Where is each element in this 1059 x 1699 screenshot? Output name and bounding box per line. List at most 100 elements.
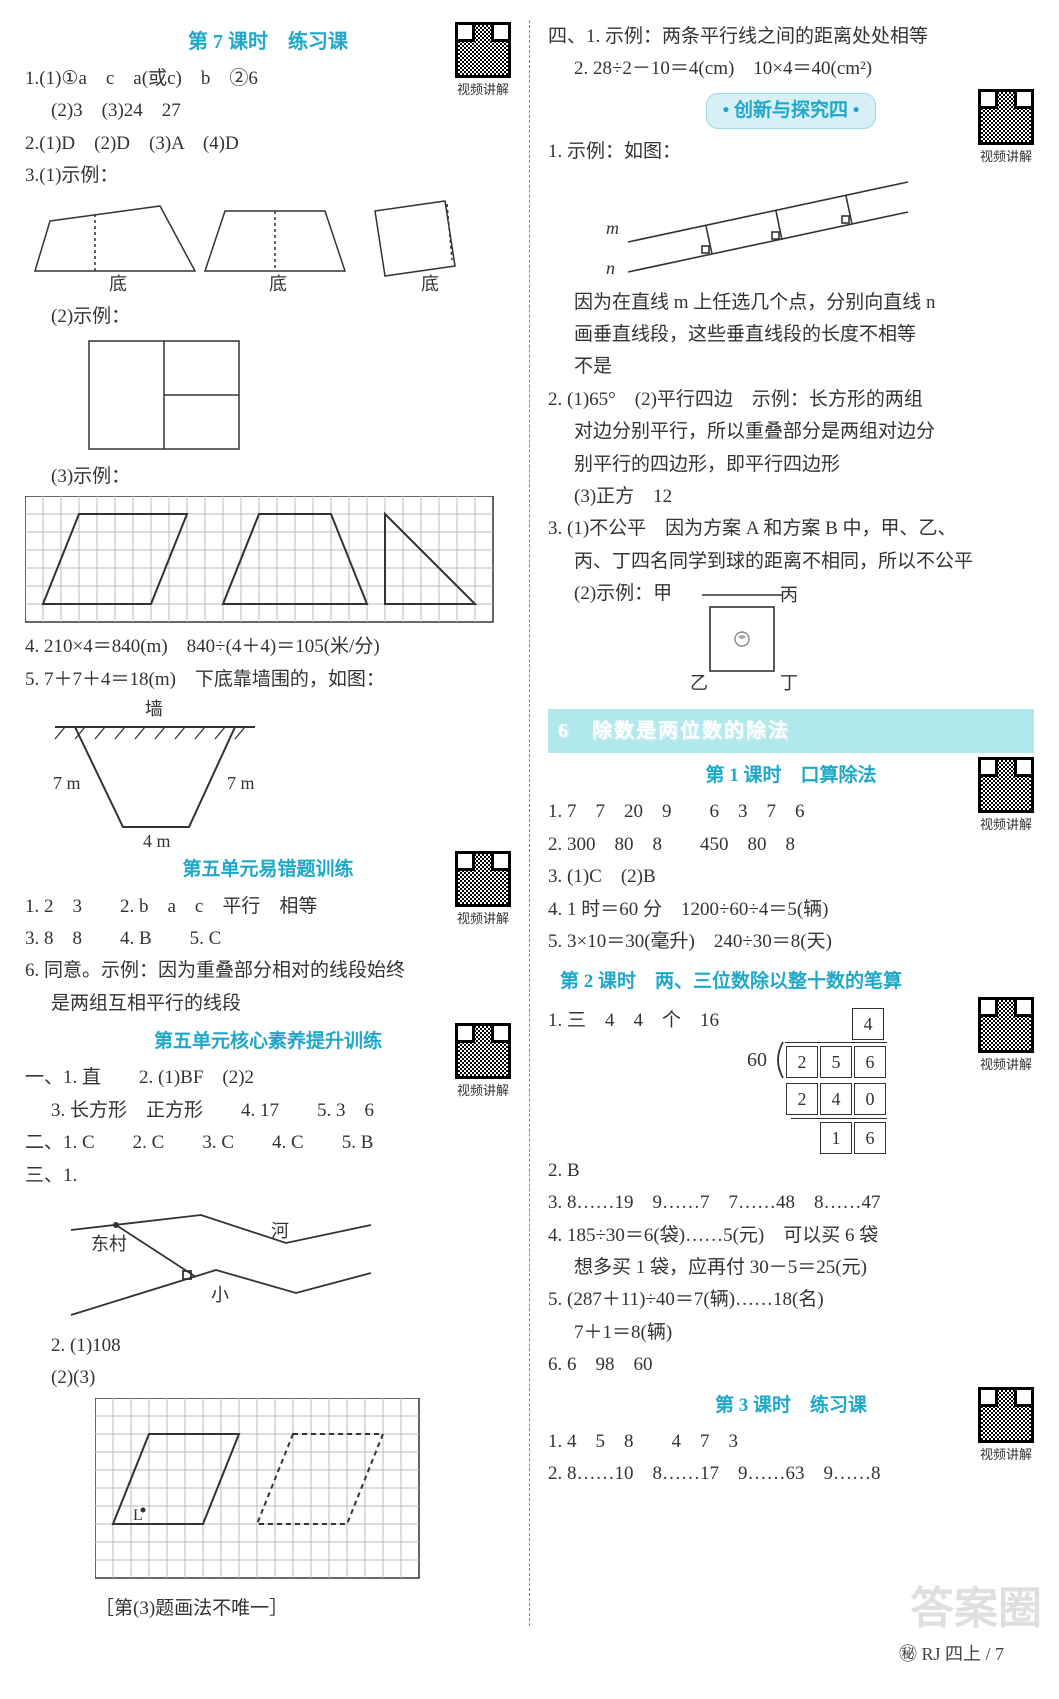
text-line: 是两组互相平行的线段: [25, 989, 511, 1019]
svg-text:7 m: 7 m: [53, 773, 81, 793]
qr-label: 视频讲解: [457, 80, 509, 101]
svg-text:底: 底: [269, 274, 287, 294]
text-line: (2)(3): [25, 1363, 511, 1393]
text-line: 5. 7＋7＋4＝18(m) 下底靠墙围的，如图：: [25, 665, 511, 695]
qr-icon: [978, 757, 1034, 813]
text-line: 一、1. 直 2. (1)BF (2)2: [25, 1063, 511, 1093]
text-line: 6. 6 98 60: [548, 1350, 1034, 1380]
parallel-lines-diagram: m n: [588, 172, 938, 282]
text-line: 2. (1)108: [25, 1331, 511, 1361]
text-line: 不是: [548, 352, 1034, 382]
text-line: (3)正方 12: [548, 482, 1034, 512]
grid-shapes-diagram: [25, 496, 495, 626]
unit5-errors-title: 第五单元易错题训练: [25, 855, 511, 885]
text-line: ［第(3)题画法不唯一］: [95, 1594, 511, 1624]
qr-icon: [978, 997, 1034, 1053]
qr-label: 视频讲解: [457, 1081, 509, 1102]
right-column: 四、1. 示例：两条平行线之间的距离处处相等 2. 28÷2－10＝4(cm) …: [530, 20, 1034, 1626]
section1-header: 第 7 课时 练习课 视频讲解: [25, 26, 511, 58]
qr-label: 视频讲解: [980, 815, 1032, 836]
text-line: 对边分别平行，所以重叠部分是两组对边分: [548, 417, 1034, 447]
text-line: 1. 2 3 2. b a c 平行 相等: [25, 892, 511, 922]
text-line: 3. (1)C (2)B: [548, 862, 1034, 892]
svg-text:n: n: [606, 258, 615, 278]
text-line: 1. 三 4 4 个 16: [548, 1006, 719, 1036]
village-river-diagram: 东村 河 小: [61, 1195, 381, 1325]
ldiv-s: 0: [854, 1083, 886, 1115]
text-line: 2. 8……10 8……17 9……63 9……8: [548, 1459, 1034, 1489]
text-line: (2)示例：甲: [548, 579, 672, 699]
text-line: 3. (1)不公平 因为方案 A 和方案 B 中，甲、乙、: [548, 514, 1034, 544]
qr-icon: [978, 89, 1034, 145]
qr-label: 视频讲解: [980, 1055, 1032, 1076]
text-line: 3. 8 8 4. B 5. C: [25, 924, 511, 954]
ldiv-s: 2: [786, 1083, 818, 1115]
lesson7-title: 第 7 课时 练习课: [25, 26, 511, 58]
ldiv-s: 4: [820, 1083, 852, 1115]
svg-text:河: 河: [271, 1221, 289, 1241]
ldiv-divisor: 60: [743, 1050, 771, 1070]
base-label: 底: [109, 274, 127, 294]
wall-trapezoid: 墙 7 m 7 m 4 m: [35, 699, 275, 849]
longdiv-row: 1. 三 4 4 个 16 4 60 2 5 6 2 4: [548, 1004, 1034, 1154]
text-line: (2)示例：: [25, 302, 511, 332]
ldiv-d: 2: [786, 1046, 818, 1078]
qr-block: 视频讲解: [978, 757, 1034, 836]
text-line: 3. 长方形 正方形 4. 17 5. 3 6: [25, 1096, 511, 1126]
grid-rhombi-diagram: L: [95, 1398, 425, 1588]
square-diagram-row: (2)示例：甲 丙 乙 丁: [548, 579, 1034, 699]
text-line: 因为在直线 m 上任选几个点，分别向直线 n: [548, 288, 1034, 318]
ldiv-d: 6: [854, 1046, 886, 1078]
text-line: 5. (287＋11)÷40＝7(辆)……18(名): [548, 1285, 1034, 1315]
text-line: 四、1. 示例：两条平行线之间的距离处处相等: [548, 22, 1034, 52]
lesson2-title: 第 2 课时 两、三位数除以整十数的笔算: [548, 967, 1034, 997]
text-line: (2)3 (3)24 27: [25, 96, 511, 126]
lesson1-header: 第 1 课时 口算除法 视频讲解: [548, 761, 1034, 791]
lesson3-title: 第 3 课时 练习课: [548, 1391, 1034, 1421]
text-line: 5. 3×10＝30(毫升) 240÷30＝8(天): [548, 927, 1034, 957]
shapes-diagram-1: 底 底 底: [25, 196, 465, 296]
innovation-title: 创新与探究四: [734, 100, 848, 121]
text-line: 6. 同意。示例：因为重叠部分相对的线段始终: [25, 956, 511, 986]
text-line: 想多买 1 袋，应再付 30－5＝25(元): [548, 1253, 1034, 1283]
innovation-pill: • 创新与探究四 •: [706, 93, 877, 129]
lesson1-title: 第 1 课时 口算除法: [548, 761, 1034, 791]
qr-block: 视频讲解: [455, 1023, 511, 1102]
text-line: 4. 1 时＝60 分 1200÷60÷4＝5(辆): [548, 895, 1034, 925]
text-line: 2.(1)D (2)D (3)A (4)D: [25, 129, 511, 159]
innovation-header: • 创新与探究四 • 视频讲解: [548, 93, 1034, 129]
svg-text:丙: 丙: [780, 585, 798, 605]
long-division: 4 60 2 5 6 2 4 0 1: [743, 1008, 887, 1154]
ldiv-r: 6: [854, 1122, 886, 1154]
qr-block: 视频讲解: [455, 22, 511, 101]
qr-block: 视频讲解: [978, 997, 1034, 1076]
text-line: 丙、丁四名同学到球的距离不相同，所以不公平: [548, 547, 1034, 577]
ball-square-diagram: 丙 乙 丁: [672, 583, 812, 693]
section2-header: 第五单元易错题训练 视频讲解: [25, 855, 511, 885]
lesson3-header: 第 3 课时 练习课 视频讲解: [548, 1391, 1034, 1421]
svg-text:小: 小: [211, 1285, 229, 1305]
text-line: 2. 28÷2－10＝4(cm) 10×4＝40(cm²): [548, 54, 1034, 84]
svg-text:东村: 东村: [91, 1234, 127, 1254]
section3-header: 第五单元核心素养提升训练 视频讲解: [25, 1027, 511, 1057]
ldiv-quot: 4: [852, 1008, 884, 1040]
qr-icon: [455, 851, 511, 907]
qr-block: 视频讲解: [978, 89, 1034, 168]
svg-text:4 m: 4 m: [143, 831, 171, 849]
text-line: 4. 210×4＝840(m) 840÷(4＋4)＝105(米/分): [25, 632, 511, 662]
text-line: 1. 示例：如图：: [548, 137, 1034, 167]
page-root: 第 7 课时 练习课 视频讲解 1.(1)①a c a(或c) b ②6 (2)…: [25, 20, 1034, 1626]
qr-label: 视频讲解: [980, 1445, 1032, 1466]
rect-split-diagram: [79, 336, 249, 456]
svg-text:m: m: [606, 218, 619, 238]
text-line: 3.(1)示例：: [25, 161, 511, 191]
text-line: (3)示例：: [25, 462, 511, 492]
svg-text:底: 底: [421, 274, 439, 294]
qr-icon: [455, 22, 511, 78]
left-column: 第 7 课时 练习课 视频讲解 1.(1)①a c a(或c) b ②6 (2)…: [25, 20, 530, 1626]
text-line: 1. 7 7 20 9 6 3 7 6: [548, 797, 1034, 827]
qr-icon: [455, 1023, 511, 1079]
chapter-6-bar: 6 除数是两位数的除法: [548, 709, 1034, 753]
ldiv-d: 5: [820, 1046, 852, 1078]
qr-label: 视频讲解: [457, 909, 509, 930]
